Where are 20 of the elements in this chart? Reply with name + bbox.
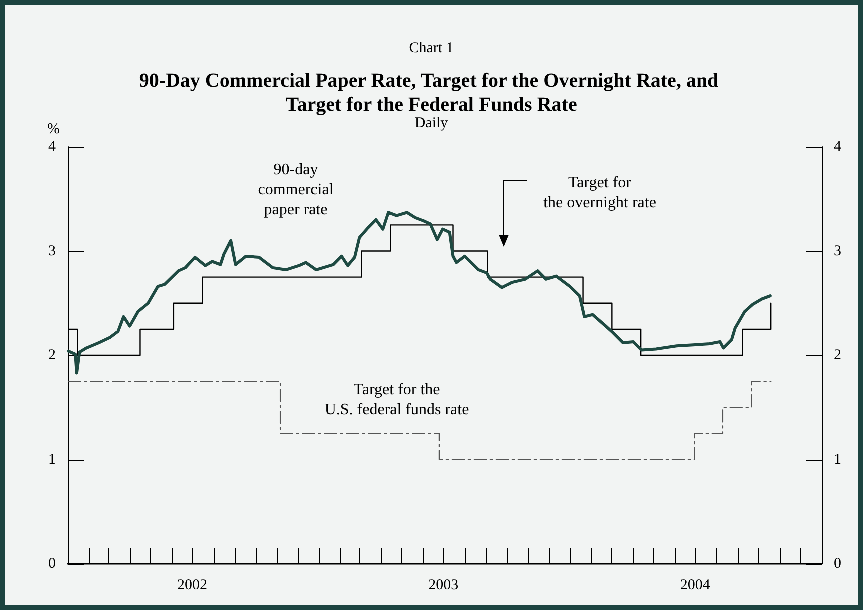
chart-subtitle: Daily xyxy=(414,116,449,132)
y2-tick-label: 1 xyxy=(834,452,842,468)
x-tick-label: 2004 xyxy=(680,578,711,594)
text: 90-day commercial paper rate xyxy=(258,162,334,218)
y-tick-label: 1 xyxy=(48,452,56,468)
series-label: Target for the U.S. federal funds rate xyxy=(324,382,470,418)
chart-title: 90-Day Commercial Paper Rate, Target for the Overnight Rate, and Target for the Federal Funds Rate xyxy=(139,70,724,116)
y-tick-label: 0 xyxy=(48,556,56,572)
x-tick-label: 2003 xyxy=(428,578,459,594)
y-tick-label: 3 xyxy=(48,243,56,260)
y-tick-label: 2 xyxy=(48,348,56,364)
y2-tick-label: 0 xyxy=(834,556,842,572)
y2-tick-label: 3 xyxy=(834,243,842,260)
y2-tick-label: 4 xyxy=(834,139,842,155)
y-tick-label: 4 xyxy=(48,139,56,155)
text: Target for the overnight rate xyxy=(544,174,656,212)
y2-tick-label: 2 xyxy=(834,348,842,364)
x-tick-label: 2002 xyxy=(178,578,208,594)
y-axis-title: % xyxy=(48,122,60,138)
caption: Chart 1 xyxy=(409,40,454,56)
